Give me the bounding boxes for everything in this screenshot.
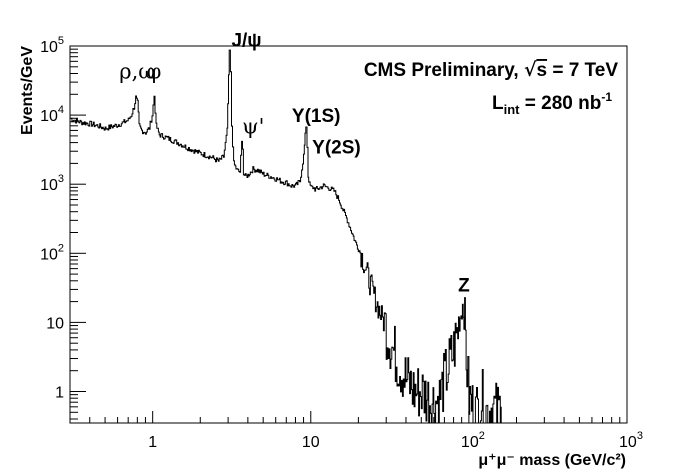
annotation-psi-prime: ψ': [242, 115, 264, 139]
y-tick-exp: 4: [58, 104, 64, 116]
lumi-value: = 280 nb: [519, 93, 601, 114]
y-tick-base: 10: [40, 246, 58, 263]
y-tick-label: 102: [40, 242, 64, 263]
annotation-phi: φ: [147, 59, 162, 83]
y-tick-base: 10: [46, 315, 64, 332]
y-tick-base: 10: [40, 39, 58, 56]
x-tick-exp: 3: [637, 430, 643, 442]
series-line-dimuon: [70, 49, 502, 424]
y-tick-label: 10: [46, 315, 64, 332]
sqrt-symbol: √: [524, 59, 537, 81]
y-tick-exp: 3: [58, 173, 64, 185]
x-tick-label: 103: [619, 430, 643, 451]
x-tick-base: 1: [148, 434, 157, 451]
y-tick-label: 1: [55, 384, 64, 401]
x-tick-base: 10: [619, 434, 637, 451]
y-tick-base: 1: [55, 384, 64, 401]
lumi-exponent: -1: [601, 90, 612, 104]
annotation-jpsi: J/ψ: [231, 31, 261, 52]
y-tick-exp: 2: [58, 242, 64, 254]
x-tick-label: 1: [148, 434, 157, 451]
luminosity-label: Lint = 280 nb-1: [492, 90, 612, 117]
x-axis: [69, 411, 628, 423]
y-tick-label: 104: [40, 104, 64, 125]
x-tick-label: 10: [302, 434, 320, 451]
x-tick-exp: 2: [479, 430, 485, 442]
y-tick-base: 10: [40, 108, 58, 125]
x-tick-base: 10: [302, 434, 320, 451]
y-tick-exp: 5: [58, 35, 64, 47]
annotation-upsilon-1s: Υ(1S): [292, 106, 341, 127]
annotation-rho-omega: ρ,ω: [119, 59, 155, 83]
x-axis-label: μ⁺μ⁻ mass (GeV/c²): [478, 452, 626, 469]
plot-frame: [69, 45, 628, 424]
x-tick-base: 10: [461, 434, 479, 451]
y-axis: [70, 45, 86, 420]
annotation-z-boson: Z: [458, 275, 470, 296]
y-tick-label: 103: [40, 173, 64, 194]
annotation-upsilon-2s: Υ(2S): [312, 137, 361, 158]
x-tick-labels: 1 10 102 103: [148, 430, 643, 451]
peak-annotations: ρ,ωφ J/ψ ψ' Υ(1S) Υ(2S) Z: [119, 31, 470, 297]
y-axis-label: Events/GeV: [19, 46, 36, 135]
y-tick-label: 105: [40, 35, 64, 56]
y-tick-base: 10: [40, 177, 58, 194]
lumi-symbol: L: [492, 93, 504, 114]
experiment-label: CMS Preliminary, √s = 7 TeV: [364, 59, 618, 81]
x-tick-label: 102: [461, 430, 485, 451]
energy-value: = 7 TeV: [547, 60, 618, 81]
sqrt-variable: s: [536, 60, 547, 81]
lumi-subscript: int: [504, 102, 521, 117]
experiment-prefix: CMS Preliminary,: [364, 60, 524, 81]
